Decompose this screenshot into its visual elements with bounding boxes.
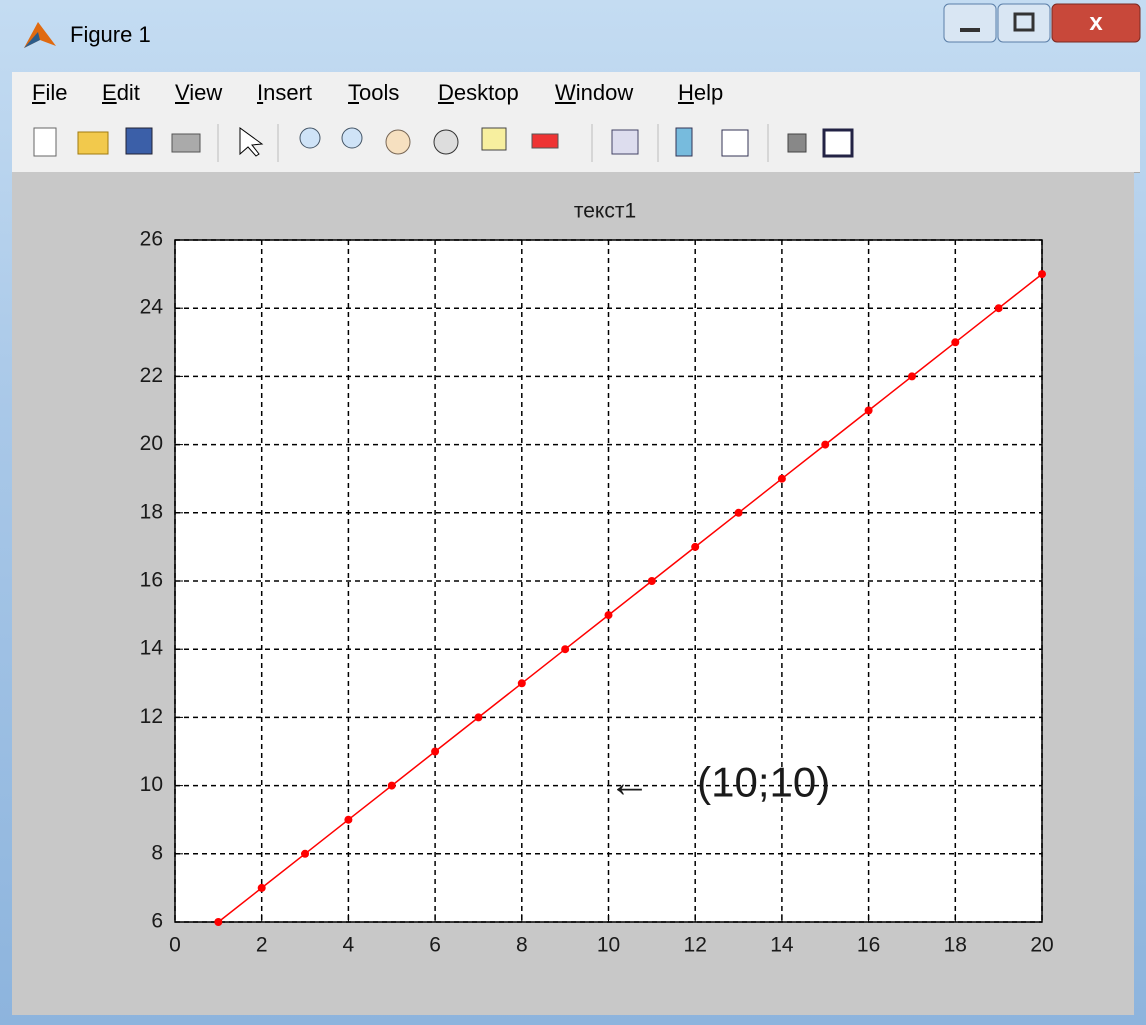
data-point (605, 611, 613, 619)
data-point (561, 645, 569, 653)
y-tick-label: 6 (151, 910, 163, 933)
data-point (214, 918, 222, 926)
x-tick-label: 12 (684, 934, 707, 957)
data-point (474, 713, 482, 721)
y-tick-label: 10 (140, 773, 163, 796)
toolbar (12, 114, 1140, 173)
title-bar: Figure 1 x (0, 0, 1146, 68)
data-point (735, 509, 743, 517)
data-point (691, 543, 699, 551)
menu-item[interactable]: Help (678, 80, 723, 106)
menu-item[interactable]: Desktop (438, 80, 519, 106)
x-tick-label: 8 (516, 934, 528, 957)
menu-item[interactable]: View (175, 80, 222, 106)
x-tick-label: 16 (857, 934, 880, 957)
y-tick-label: 22 (140, 364, 163, 387)
data-point (951, 338, 959, 346)
y-tick-label: 14 (140, 637, 164, 660)
menu-bar: File Edit View Insert Tools Desktop Window Help (12, 72, 1140, 115)
menu-item[interactable]: Edit (102, 80, 140, 106)
data-point (431, 748, 439, 756)
data-point (865, 407, 873, 415)
data-point (388, 782, 396, 790)
data-point (908, 372, 916, 380)
data-point (518, 679, 526, 687)
toolbar-icons[interactable] (12, 114, 912, 172)
y-tick-label: 12 (140, 705, 163, 728)
menu-item[interactable]: Window (555, 80, 633, 106)
menu-item[interactable]: File (32, 80, 67, 106)
x-tick-label: 20 (1030, 934, 1053, 957)
window-controls[interactable]: x (942, 2, 1142, 48)
x-tick-label: 18 (944, 934, 967, 957)
y-tick-label: 26 (140, 228, 163, 251)
x-tick-label: 4 (343, 934, 355, 957)
window: Figure 1 x File Edit View Insert Tools Deskto… (0, 0, 1146, 1025)
y-tick-label: 8 (151, 841, 163, 864)
x-tick-label: 2 (256, 934, 268, 957)
y-tick-label: 20 (140, 432, 163, 455)
data-point (648, 577, 656, 585)
data-point (821, 441, 829, 449)
svg-text:x: x (1089, 9, 1103, 36)
data-point (344, 816, 352, 824)
data-point (995, 304, 1003, 312)
x-tick-label: 6 (429, 934, 441, 957)
y-tick-label: 18 (140, 500, 163, 523)
menu-item[interactable]: Insert (257, 80, 312, 106)
menu-item[interactable]: Tools (348, 80, 399, 106)
data-point (778, 475, 786, 483)
annotation: ← (10;10) (609, 759, 831, 806)
data-point (258, 884, 266, 892)
data-point (301, 850, 309, 858)
app-icon (20, 18, 60, 54)
x-tick-label: 14 (770, 934, 794, 957)
window-title: Figure 1 (70, 22, 151, 48)
y-tick-label: 16 (140, 569, 163, 592)
chart-title: текст1 (574, 200, 636, 223)
x-tick-label: 10 (597, 934, 620, 957)
data-point (1038, 270, 1046, 278)
y-tick-label: 24 (140, 296, 164, 319)
x-tick-label: 0 (169, 934, 181, 957)
